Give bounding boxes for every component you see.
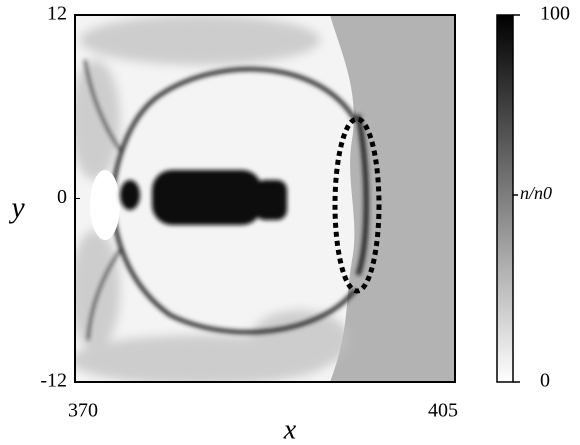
x-tick-label: 405: [428, 400, 458, 422]
colorbar: [497, 15, 513, 382]
colorbar-label: n/n0: [520, 183, 552, 203]
colorbar-tick-label: 0: [540, 370, 550, 392]
y-tick-label: -12: [40, 370, 67, 392]
y-tick-label: 12: [47, 3, 67, 25]
x-axis-label: x: [283, 414, 297, 445]
y-axis-label: y: [8, 191, 25, 224]
colorbar-tick-label: 100: [540, 3, 570, 25]
chart: x y n/n0 370 405 -12 0 12 0 100: [0, 0, 580, 445]
density-image: [70, 15, 455, 385]
y-tick-label: 0: [57, 186, 67, 208]
x-tick-label: 370: [68, 400, 98, 422]
